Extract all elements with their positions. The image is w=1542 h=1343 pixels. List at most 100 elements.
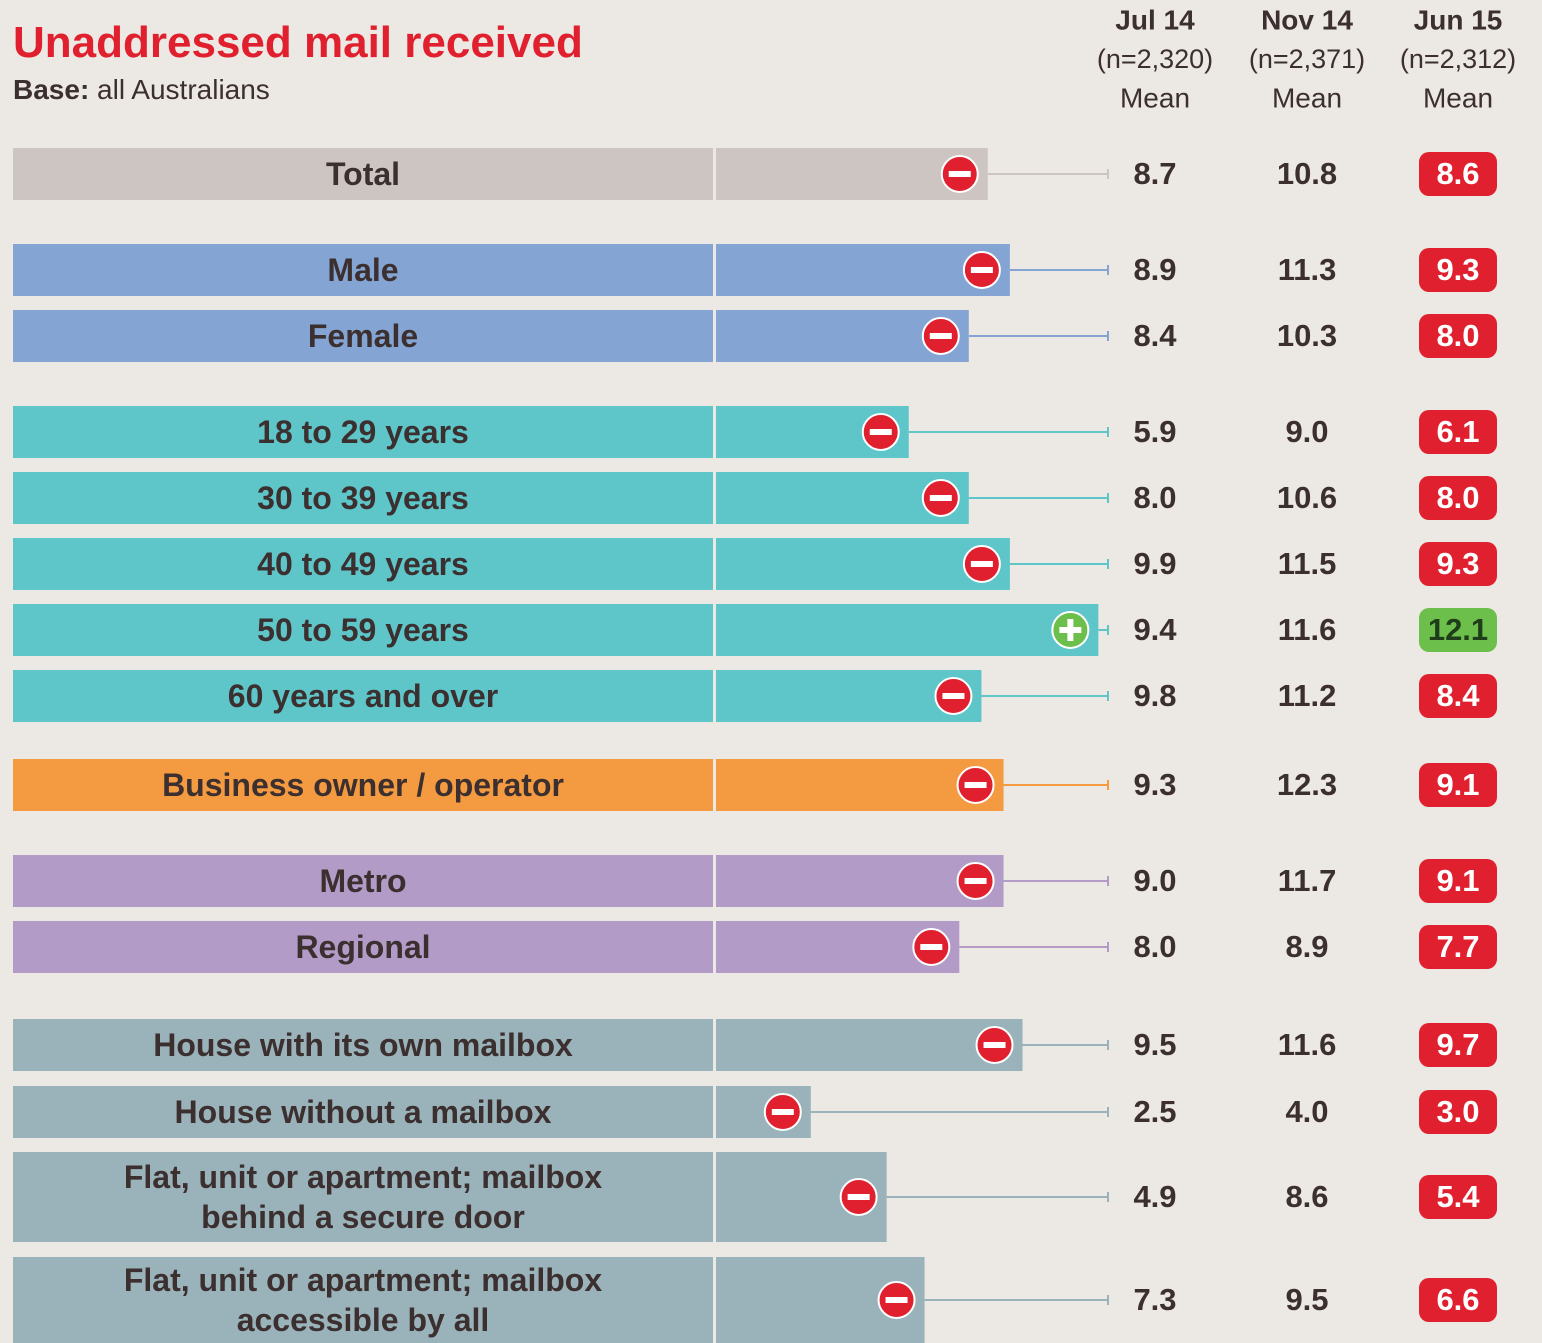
column-sample: (n=2,312) — [1400, 44, 1516, 74]
value-label: 8.0 — [1436, 480, 1479, 515]
column-stat: Mean — [1120, 82, 1190, 113]
bar — [716, 604, 1099, 656]
label-cell — [13, 1152, 713, 1242]
value-label: 8.4 — [1133, 318, 1177, 353]
value-badge — [1419, 608, 1497, 652]
column-sample: (n=2,371) — [1249, 44, 1365, 74]
column-stat: Mean — [1272, 82, 1342, 113]
label-cell — [13, 472, 713, 524]
label-cell — [13, 921, 713, 973]
significance-minus — [929, 495, 952, 501]
value-label: 6.1 — [1436, 414, 1479, 449]
column-period: Jun 15 — [1414, 4, 1503, 35]
label-cell — [13, 244, 713, 296]
significance-minus — [869, 429, 892, 435]
value-badge — [1419, 152, 1497, 196]
value-label: 12.1 — [1428, 612, 1488, 647]
subtitle-text: all Australians — [97, 74, 270, 105]
value-label: 7.3 — [1133, 1282, 1176, 1317]
value-label: 4.0 — [1285, 1094, 1328, 1129]
value-label: 10.3 — [1277, 318, 1337, 353]
value-badge — [1419, 1023, 1497, 1067]
label-cell — [13, 855, 713, 907]
significance-minus — [964, 878, 987, 884]
value-label: 11.7 — [1278, 863, 1337, 898]
significance-plus — [1067, 619, 1074, 641]
value-label: 9.1 — [1436, 863, 1479, 898]
value-label: 9.5 — [1133, 1027, 1176, 1062]
value-badge — [1419, 542, 1497, 586]
category-label: Regional — [295, 929, 431, 965]
value-label: 9.4 — [1133, 612, 1177, 647]
category-label: Business owner / operator — [162, 767, 564, 803]
label-cell — [13, 538, 713, 590]
value-label: 8.6 — [1436, 156, 1479, 191]
significance-minus — [942, 693, 965, 699]
significance-minus — [771, 1109, 794, 1115]
label-cell — [13, 759, 713, 811]
value-badge — [1419, 314, 1497, 358]
value-label: 6.6 — [1436, 1282, 1479, 1317]
value-label: 9.1 — [1436, 767, 1479, 802]
value-badge — [1419, 925, 1497, 969]
value-label: 5.9 — [1133, 414, 1176, 449]
value-badge — [1419, 1175, 1497, 1219]
significance-minus — [970, 267, 993, 273]
bar — [716, 538, 1010, 590]
value-label: 9.9 — [1133, 546, 1176, 581]
value-label: 11.3 — [1278, 252, 1337, 287]
value-label: 9.0 — [1285, 414, 1328, 449]
label-cell — [13, 1257, 713, 1343]
value-label: 8.9 — [1285, 929, 1328, 964]
column-sample: (n=2,320) — [1097, 44, 1213, 74]
label-cell — [13, 406, 713, 458]
value-label: 8.4 — [1436, 678, 1480, 713]
value-label: 9.3 — [1436, 252, 1479, 287]
value-label: 9.8 — [1133, 678, 1176, 713]
label-cell — [13, 310, 713, 362]
value-label: 7.7 — [1436, 929, 1479, 964]
value-label: 8.7 — [1133, 156, 1176, 191]
label-cell — [13, 1019, 713, 1071]
value-label: 2.5 — [1133, 1094, 1176, 1129]
value-label: 9.3 — [1436, 546, 1479, 581]
value-label: 10.6 — [1277, 480, 1337, 515]
value-badge — [1419, 763, 1497, 807]
label-cell — [13, 148, 713, 200]
value-label: 11.2 — [1278, 678, 1337, 713]
subtitle: Base: all Australians — [13, 74, 270, 106]
bar — [716, 855, 1004, 907]
value-label: 3.0 — [1436, 1094, 1479, 1129]
category-label: 60 years and over — [227, 678, 499, 714]
value-label: 11.6 — [1278, 1027, 1337, 1062]
chart-title: Unaddressed mail received — [13, 18, 583, 67]
label-cell — [13, 1086, 713, 1138]
column-stat: Mean — [1423, 82, 1493, 113]
category-label: House with its own mailbox — [153, 1027, 573, 1063]
significance-minus — [983, 1042, 1006, 1048]
value-label: 11.6 — [1278, 612, 1337, 647]
label-cell — [13, 670, 713, 722]
category-label: Male — [327, 252, 399, 288]
significance-minus — [920, 944, 943, 950]
value-badge — [1419, 248, 1497, 292]
value-badge — [1419, 476, 1497, 520]
significance-minus — [970, 561, 993, 567]
value-label: 8.6 — [1285, 1179, 1328, 1214]
value-label: 8.0 — [1436, 318, 1479, 353]
bar — [716, 759, 1004, 811]
category-label: 50 to 59 years — [257, 612, 469, 648]
value-badge — [1419, 1090, 1497, 1134]
value-label: 12.3 — [1277, 767, 1337, 802]
value-badge — [1419, 859, 1497, 903]
category-label: Total — [325, 156, 401, 192]
category-label: Flat, unit or apartment; mailbox behind … — [123, 1159, 603, 1235]
value-label: 9.0 — [1133, 863, 1176, 898]
value-label: 8.0 — [1133, 929, 1176, 964]
subtitle-label: Base: — [13, 74, 90, 105]
value-label: 11.5 — [1278, 546, 1337, 581]
category-label: Flat, unit or apartment; mailbox accessi… — [123, 1262, 603, 1338]
category-label: Female — [307, 318, 419, 354]
